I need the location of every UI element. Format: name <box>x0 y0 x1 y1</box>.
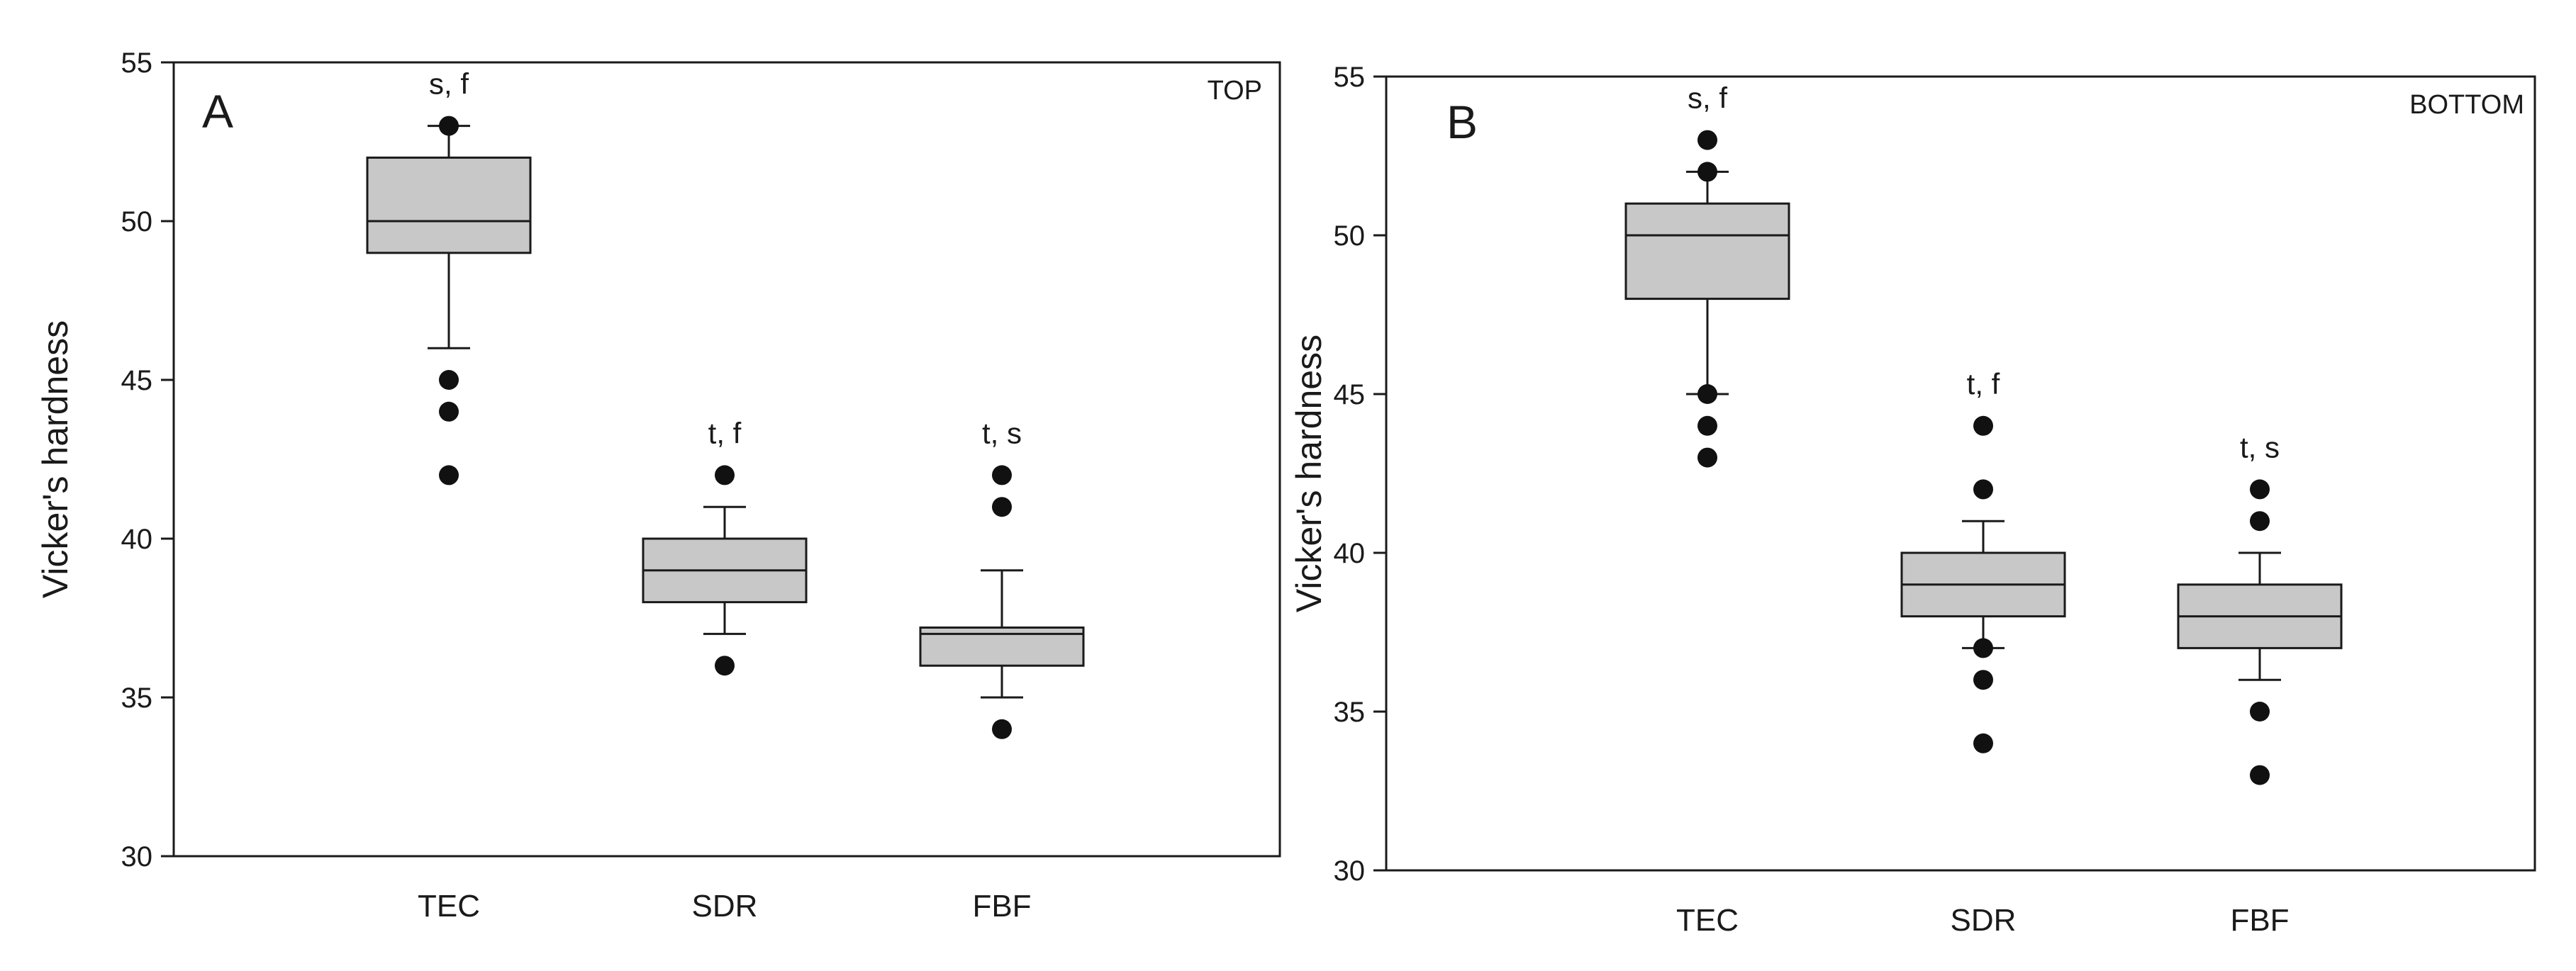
y-tick-label: 50 <box>121 206 153 237</box>
panel-top: 30 35 40 45 50 55 Vicker's hardness A TOP s, f TEC… <box>35 47 1281 924</box>
box-tec: s, f <box>366 67 532 486</box>
outlier-point <box>1697 384 1717 404</box>
y-axis-title: Vicker's hardness <box>1289 335 1329 612</box>
box-tec: s, f <box>1624 82 1790 468</box>
plot-frame <box>172 61 1281 858</box>
significance-annotation: t, s <box>2240 430 2280 464</box>
outlier-point <box>439 401 459 422</box>
box-iqr <box>366 156 532 254</box>
x-category-label: SDR <box>692 889 758 924</box>
outlier-point <box>1973 670 1993 690</box>
y-tick-label: 35 <box>1334 697 1366 728</box>
outlier-point <box>2250 765 2270 785</box>
x-category-label: FBF <box>972 889 1031 924</box>
outlier-point <box>715 465 735 486</box>
outlier-point <box>2250 511 2270 532</box>
outlier-point <box>1697 415 1717 436</box>
outlier-point <box>439 370 459 390</box>
x-category-label: TEC <box>418 889 480 924</box>
y-tick-label: 30 <box>1334 855 1366 887</box>
panel-letter: B <box>1446 96 1478 148</box>
plot-frame <box>1385 75 2536 872</box>
y-tick-label: 45 <box>1334 379 1366 410</box>
y-tick-label: 30 <box>121 841 153 872</box>
box-sdr: t, f <box>642 416 808 676</box>
significance-annotation: s, f <box>429 67 469 101</box>
x-category-label: SDR <box>1951 903 2017 938</box>
y-tick-label: 40 <box>121 524 153 555</box>
outlier-point <box>2250 479 2270 500</box>
box-sdr: t, f <box>1900 367 2066 753</box>
box-iqr <box>1624 202 1790 301</box>
outlier-point <box>992 497 1012 517</box>
outlier-point <box>992 719 1012 739</box>
x-category-label: TEC <box>1676 903 1739 938</box>
x-category-label: FBF <box>2230 903 2289 938</box>
panel-position-tag: TOP <box>1208 76 1262 106</box>
outlier-point <box>2250 702 2270 722</box>
outlier-point <box>1973 638 1993 658</box>
y-tick-label: 55 <box>121 47 153 79</box>
y-axis-title: Vicker's hardness <box>35 320 75 598</box>
outlier-point <box>1973 733 1993 753</box>
outlier-point <box>439 116 459 136</box>
outlier-point <box>1973 479 1993 500</box>
significance-annotation: t, f <box>1967 367 2000 400</box>
y-tick-label: 40 <box>1334 538 1366 569</box>
significance-annotation: t, f <box>708 416 742 449</box>
y-tick-label: 45 <box>121 365 153 396</box>
outlier-point <box>1973 415 1993 436</box>
y-tick-label: 35 <box>121 683 153 714</box>
box-fbf: t, s <box>919 416 1085 739</box>
panel-bottom: 30 35 40 45 50 55 Vicker's hardness B BOTTOM s, f… <box>1289 62 2536 938</box>
box-fbf: t, s <box>2177 430 2343 785</box>
outlier-point <box>992 465 1012 486</box>
y-tick-label: 55 <box>1334 62 1366 93</box>
panel-letter: A <box>202 85 233 137</box>
significance-annotation: s, f <box>1688 82 1727 115</box>
outlier-point <box>439 465 459 486</box>
outlier-point <box>1697 162 1717 182</box>
y-tick-label: 50 <box>1334 220 1366 252</box>
panel-position-tag: BOTTOM <box>2409 90 2524 120</box>
significance-annotation: t, s <box>982 416 1022 449</box>
outlier-point <box>1697 447 1717 468</box>
outlier-point <box>1697 130 1717 150</box>
outlier-point <box>715 656 735 676</box>
